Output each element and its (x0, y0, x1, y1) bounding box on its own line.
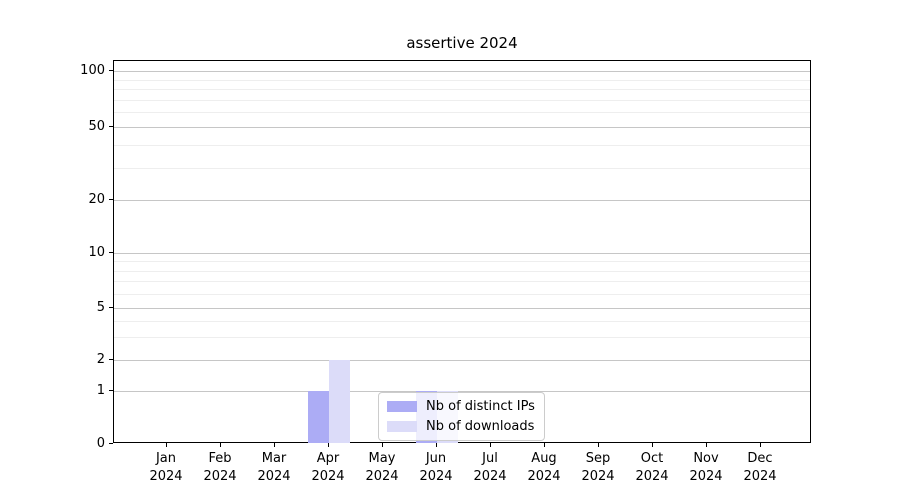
gridline-minor (114, 89, 810, 90)
y-tick-mark (109, 199, 113, 200)
x-tick-mark (166, 443, 167, 447)
x-tick-label: Mar 2024 (257, 451, 291, 484)
gridline-minor (114, 261, 810, 262)
gridline-major (114, 71, 810, 72)
gridline-minor (114, 80, 810, 81)
y-tick-label: 50 (88, 119, 105, 134)
legend-label-distinct-ips: Nb of distinct IPs (426, 399, 535, 414)
x-tick-mark (544, 443, 545, 447)
x-tick-mark (652, 443, 653, 447)
y-tick-mark (109, 359, 113, 360)
gridline-minor (114, 112, 810, 113)
gridline-minor (114, 271, 810, 272)
gridline-minor (114, 145, 810, 146)
y-tick-label: 2 (96, 352, 105, 367)
x-tick-mark (328, 443, 329, 447)
x-tick-mark (706, 443, 707, 447)
x-tick-label: Jun 2024 (419, 451, 453, 484)
y-tick-mark (109, 252, 113, 253)
bar-distinct-ips-apr (308, 391, 329, 443)
x-tick-label: Jan 2024 (149, 451, 183, 484)
gridline-major (114, 200, 810, 201)
x-tick-mark (760, 443, 761, 447)
chart-title: assertive 2024 (406, 34, 518, 52)
x-tick-label: Nov 2024 (689, 451, 723, 484)
y-tick-label: 100 (80, 63, 105, 78)
gridline-minor (114, 294, 810, 295)
y-tick-label: 1 (96, 383, 105, 398)
gridline-major (114, 127, 810, 128)
y-tick-mark (109, 307, 113, 308)
gridline-major (114, 253, 810, 254)
gridline-major (114, 391, 810, 392)
gridline-major (114, 308, 810, 309)
gridline-minor (114, 168, 810, 169)
y-tick-label: 5 (96, 300, 105, 315)
y-tick-mark (109, 390, 113, 391)
bar-downloads-apr (329, 360, 350, 443)
legend-label-downloads: Nb of downloads (426, 419, 535, 434)
x-tick-label: Oct 2024 (635, 451, 669, 484)
x-tick-mark (274, 443, 275, 447)
x-tick-mark (436, 443, 437, 447)
legend-row-distinct-ips: Nb of distinct IPs (387, 399, 535, 414)
x-tick-label: May 2024 (365, 451, 399, 484)
legend-row-downloads: Nb of downloads (387, 419, 535, 434)
x-tick-label: Apr 2024 (311, 451, 345, 484)
x-tick-mark (220, 443, 221, 447)
y-tick-mark (109, 443, 113, 444)
x-tick-mark (490, 443, 491, 447)
x-tick-label: Feb 2024 (203, 451, 237, 484)
gridline-minor (114, 337, 810, 338)
gridline-minor (114, 281, 810, 282)
legend: Nb of distinct IPs Nb of downloads (378, 392, 545, 441)
x-tick-label: Jul 2024 (473, 451, 507, 484)
legend-swatch-distinct-ips (387, 401, 417, 412)
x-tick-label: Sep 2024 (581, 451, 615, 484)
x-tick-label: Aug 2024 (527, 451, 561, 484)
x-tick-label: Dec 2024 (743, 451, 777, 484)
legend-swatch-downloads (387, 421, 417, 432)
y-tick-label: 0 (96, 436, 105, 451)
gridline-minor (114, 100, 810, 101)
x-tick-mark (382, 443, 383, 447)
gridline-minor (114, 321, 810, 322)
x-tick-mark (598, 443, 599, 447)
plot-area: Nb of distinct IPs Nb of downloads (113, 60, 811, 443)
y-tick-mark (109, 70, 113, 71)
y-tick-label: 20 (88, 192, 105, 207)
y-tick-label: 10 (88, 245, 105, 260)
gridline-major (114, 360, 810, 361)
y-tick-mark (109, 126, 113, 127)
